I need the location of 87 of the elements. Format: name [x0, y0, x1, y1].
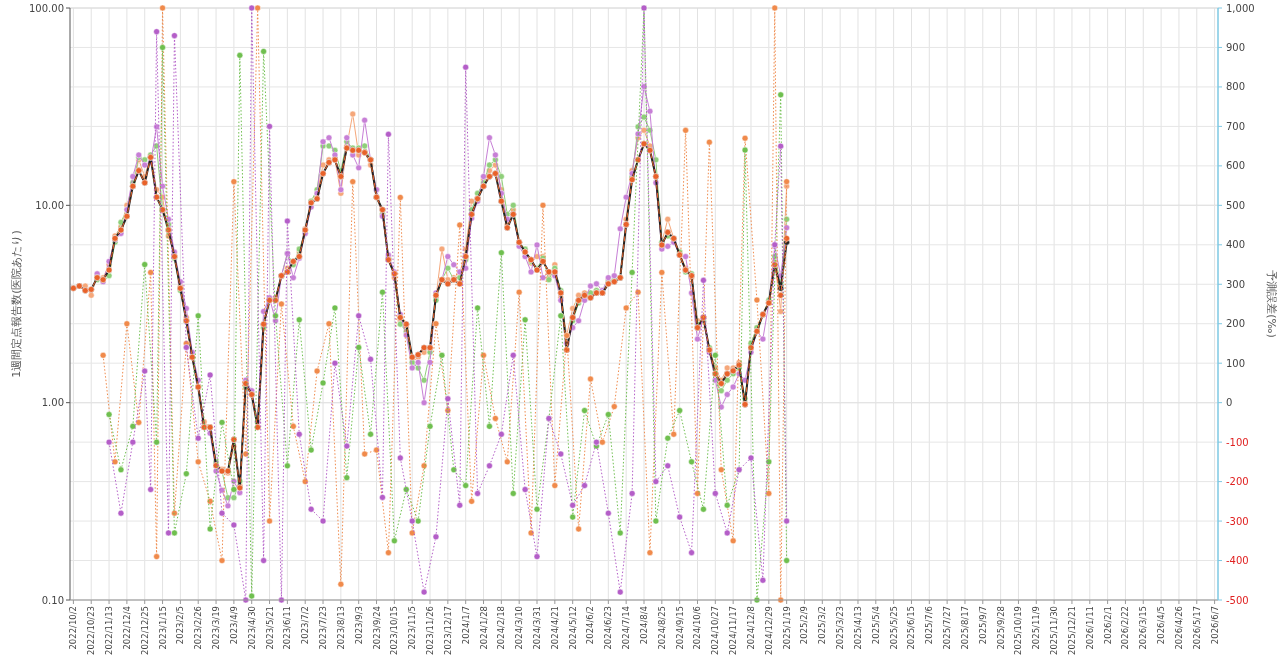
x-tick-label: 2025/5/4	[870, 606, 881, 645]
x-tick-label: 2022/12/4	[121, 606, 132, 650]
y-axis-title: 1週間定点報告数(医院あたり)	[10, 230, 23, 378]
x-tick-label: 2024/1/7	[460, 606, 471, 645]
x-tick-label: 2025/2/9	[799, 606, 810, 645]
x-tick-label: 2024/1/28	[478, 606, 489, 650]
x-tick-label: 2023/9/24	[371, 606, 382, 650]
x-tick-label: 2024/8/25	[656, 606, 667, 650]
x-tick-label: 2025/8/17	[959, 606, 970, 650]
x-tick-label: 2025/3/2	[817, 606, 828, 645]
x-tick-label: 2024/4/21	[549, 606, 560, 650]
x-tick-label: 2026/5/17	[1191, 606, 1202, 650]
x-tick-label: 2024/9/15	[674, 606, 685, 650]
x-tick-label: 2024/10/6	[692, 606, 703, 650]
y2-tick-label: 400	[1226, 239, 1246, 251]
x-tick-label: 2023/9/3	[353, 606, 364, 645]
x-tick-label: 2026/3/15	[1138, 606, 1149, 650]
x-tick-label: 2023/7/2	[300, 606, 311, 645]
y2-tick-label: 1,000	[1226, 2, 1255, 14]
y2-tick-label: 800	[1226, 81, 1246, 93]
x-tick-label: 2026/1/11	[1084, 606, 1095, 650]
x-tick-label: 2023/7/23	[318, 606, 329, 650]
x-tick-label: 2024/6/2	[585, 606, 596, 645]
x-tick-label: 2025/4/13	[852, 606, 863, 650]
x-tick-label: 2023/11/26	[425, 606, 435, 655]
x-tick-label: 2023/4/30	[246, 606, 257, 650]
x-tick-label: 2023/1/15	[157, 606, 168, 650]
x-tick-label: 2023/6/11	[282, 606, 293, 650]
x-tick-label: 2024/12/29	[763, 606, 774, 655]
x-tick-label: 2025/9/7	[977, 606, 988, 645]
x-tick-label: 2023/12/17	[442, 606, 453, 655]
x-tick-label: 2025/12/21	[1066, 606, 1077, 655]
x-tick-label: 2025/5/25	[888, 606, 899, 650]
x-tick-label: 2023/2/26	[193, 606, 204, 650]
x-tick-label: 2026/4/5	[1156, 606, 1167, 645]
x-tick-label: 2024/7/14	[621, 606, 632, 650]
x-tick-label: 2024/3/31	[531, 606, 542, 650]
x-tick-label: 2025/3/23	[835, 606, 846, 650]
x-tick-label: 2025/7/27	[942, 606, 953, 650]
y-tick-label: 10.00	[35, 199, 64, 211]
x-tick-label: 2022/12/25	[139, 606, 150, 655]
y2-tick-label: -100	[1226, 436, 1249, 448]
y2-tick-label: 0	[1226, 397, 1233, 409]
x-tick-label: 2022/11/13	[104, 606, 115, 655]
y2-tick-label: 700	[1226, 120, 1246, 132]
x-tick-label: 2025/1/19	[781, 606, 792, 650]
x-tick-label: 2024/12/8	[745, 606, 756, 650]
y2-tick-label: -200	[1226, 476, 1249, 488]
x-tick-label: 2024/8/4	[638, 606, 649, 645]
y-tick-label: 0.10	[41, 594, 64, 606]
y2-tick-label: 900	[1226, 41, 1246, 53]
x-tick-label: 2024/6/23	[603, 606, 614, 650]
x-tick-label: 2023/5/21	[264, 606, 275, 650]
y2-tick-label: 500	[1226, 199, 1246, 211]
x-tick-label: 2022/10/23	[86, 606, 97, 655]
x-tick-label: 2024/11/17	[728, 606, 739, 655]
x-tick-label: 2026/2/1	[1102, 606, 1113, 645]
y-tick-label: 100.00	[29, 2, 64, 14]
x-tick-label: 2023/11/5	[407, 606, 418, 650]
x-tick-label: 2025/7/6	[924, 606, 935, 645]
y2-tick-label: 100	[1226, 357, 1246, 369]
x-tick-label: 2023/2/5	[175, 606, 186, 645]
y2-tick-label: 600	[1226, 160, 1246, 172]
y2-tick-label: -500	[1226, 594, 1249, 606]
x-tick-label: 2025/11/9	[1031, 606, 1042, 650]
x-tick-label: 2024/10/27	[710, 606, 721, 655]
x-tick-label: 2025/10/19	[1013, 606, 1024, 655]
x-tick-label: 2024/3/10	[514, 606, 525, 650]
x-tick-label: 2023/10/15	[389, 606, 400, 655]
y-tick-label: 1.00	[41, 397, 64, 409]
x-tick-label: 2023/8/13	[335, 606, 346, 650]
x-tick-label: 2022/10/2	[68, 606, 79, 650]
x-tick-label: 2023/4/9	[228, 606, 239, 645]
x-tick-label: 2025/6/15	[906, 606, 917, 650]
x-tick-label: 2024/5/12	[567, 606, 578, 650]
y2-tick-label: 300	[1226, 278, 1246, 290]
x-tick-label: 2026/6/7	[1209, 606, 1220, 645]
x-tick-label: 2026/2/22	[1120, 606, 1131, 650]
x-tick-label: 2025/11/30	[1049, 606, 1060, 655]
y2-tick-label: -300	[1226, 515, 1249, 527]
x-tick-label: 2026/4/26	[1173, 606, 1184, 650]
x-tick-label: 2025/9/28	[995, 606, 1006, 650]
y2-tick-label: 200	[1226, 318, 1246, 330]
x-tick-label: 2024/2/18	[496, 606, 507, 650]
y2-axis-title: 予測誤差(‰)	[1265, 270, 1278, 338]
x-tick-label: 2023/3/19	[211, 606, 222, 650]
y2-tick-label: -400	[1226, 555, 1249, 567]
